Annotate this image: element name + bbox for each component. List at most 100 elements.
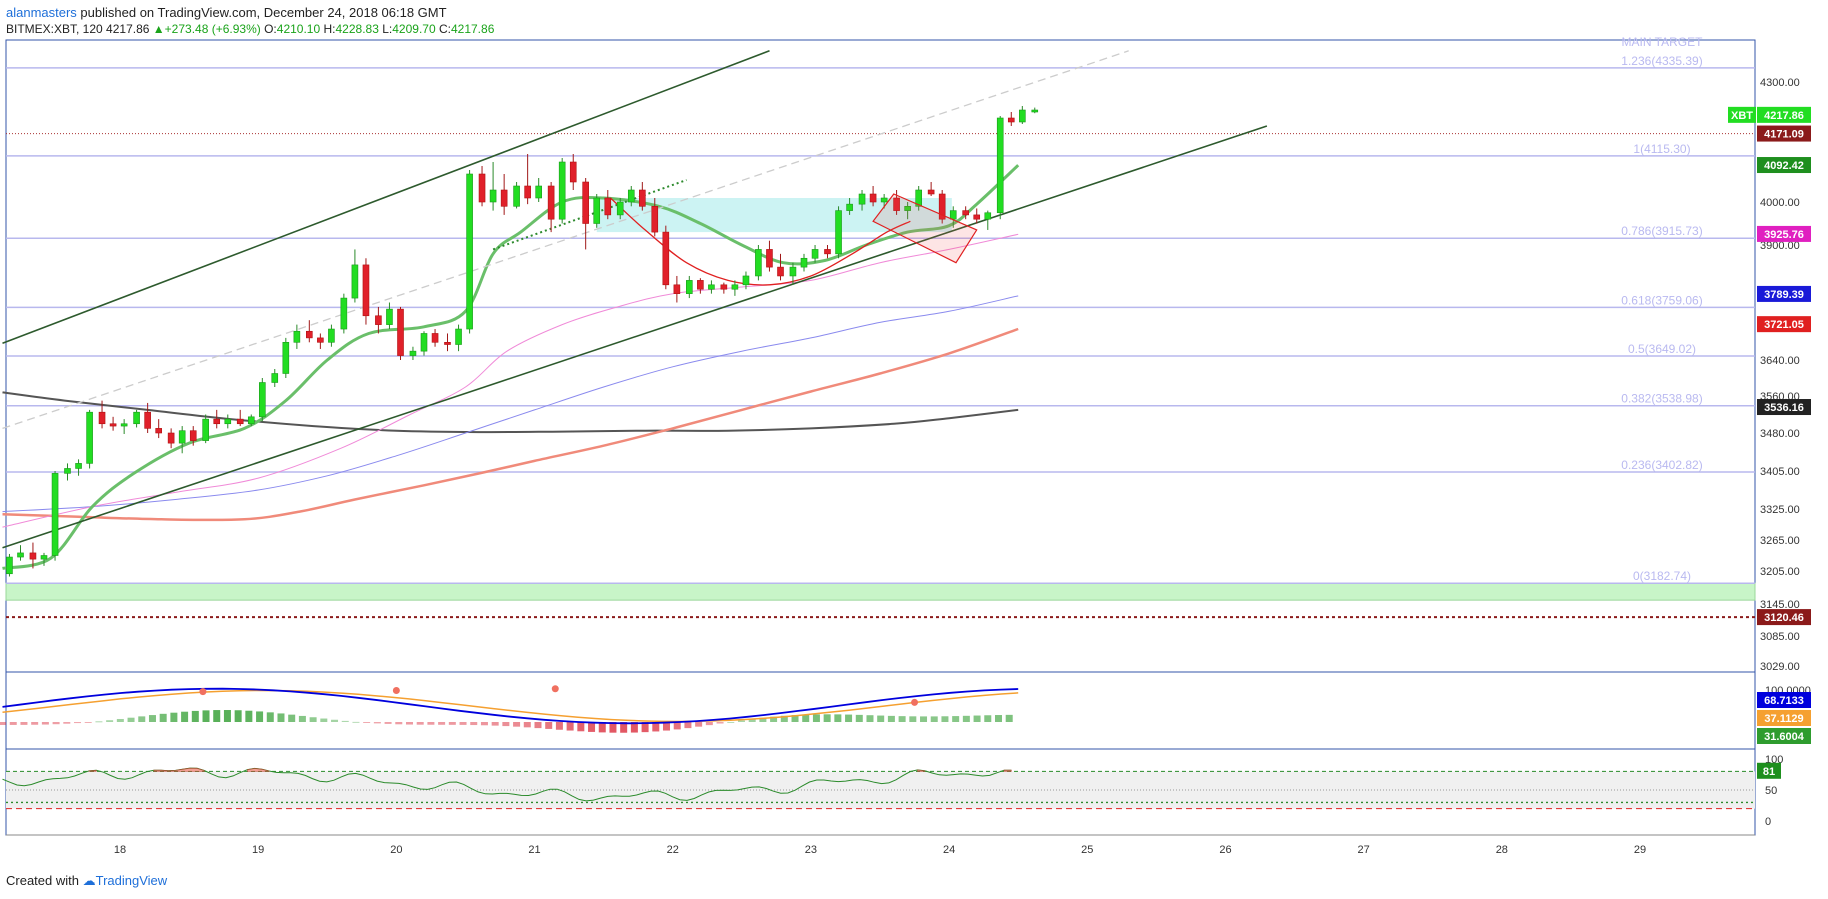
stoch-histogram-bar [523, 722, 531, 728]
candle-body [569, 161, 577, 183]
stoch-histogram-bar [941, 716, 949, 722]
candle-body [535, 185, 542, 199]
tradingview-logo-icon[interactable]: ☁ [82, 873, 96, 888]
fib-level-label: 0.382(3538.98) [1621, 392, 1702, 406]
ma-salmon-line [2, 327, 1019, 522]
candle [98, 400, 106, 429]
stoch-histogram-bar [994, 715, 1002, 722]
candle [259, 378, 266, 422]
main-target-label: MAIN TARGET [1622, 35, 1704, 49]
y-axis-tick-label: 3265.00 [1760, 535, 1800, 547]
x-axis-tick-label: 23 [805, 844, 817, 856]
tradingview-brand[interactable]: TradingView [95, 873, 168, 888]
candle [362, 258, 370, 325]
candle-body [17, 552, 24, 558]
candle [639, 182, 646, 211]
candle [17, 545, 24, 561]
candle-body [869, 193, 877, 203]
stoch-histogram-bar [148, 715, 156, 722]
rsi-overbought-fill [247, 767, 270, 772]
candle-body [500, 189, 508, 207]
stoch-histogram-bar [909, 716, 917, 722]
stoch-histogram-bar [256, 711, 264, 722]
candle-body [662, 231, 670, 286]
stoch-cross-marker [392, 687, 400, 695]
fib-level-label: 0.786(3915.73) [1621, 224, 1702, 238]
stoch-histogram-bar [202, 710, 210, 722]
rsi-axis-tick: 0 [1765, 816, 1771, 828]
candle [811, 245, 819, 263]
candle-body [513, 185, 520, 207]
candle-body [306, 330, 313, 339]
candle-body [224, 418, 232, 425]
y-axis-tick-label: 3325.00 [1760, 504, 1800, 516]
ma-pink-line [2, 233, 1019, 528]
stoch-histogram-bar [266, 712, 274, 722]
price-tag: 3789.39 [1757, 285, 1811, 302]
stoch-histogram-bar [223, 710, 231, 722]
stoch-histogram-bar [1005, 714, 1013, 722]
symbol-label: BITMEX:XBT, 120 [6, 22, 103, 36]
fib-level-label: 0(3182.74) [1633, 569, 1691, 583]
stoch-histogram-bar [331, 719, 339, 722]
candle-body [686, 280, 693, 294]
candle [340, 293, 348, 334]
candle-body [593, 197, 601, 224]
stoch-histogram-bar [791, 715, 799, 722]
stoch-histogram-bar [288, 714, 296, 722]
stoch-value-tag: 31.6004 [1764, 731, 1805, 743]
price-tag: 3536.16 [1757, 399, 1811, 416]
stoch-histogram-bar [673, 722, 681, 730]
stoch-histogram-bar [213, 710, 221, 722]
stoch-histogram-bar [684, 722, 692, 729]
candle-body [904, 206, 911, 211]
y-axis-tick-label: 3145.00 [1760, 599, 1800, 611]
stoch-histogram-bar [491, 722, 499, 726]
x-axis-tick-label: 24 [943, 844, 955, 856]
x-axis-tick-label: 28 [1496, 844, 1508, 856]
candle [904, 202, 911, 220]
fib-level-label: 0.618(3759.06) [1621, 293, 1702, 307]
candle-body [133, 411, 140, 425]
candle [627, 186, 635, 207]
support-zone [5, 582, 1756, 601]
candle [742, 271, 750, 290]
stoch-value-tag-bg [1757, 710, 1811, 726]
candle-body [708, 284, 715, 290]
candle-body [144, 411, 151, 429]
footer: Created with ☁TradingView [6, 873, 167, 889]
candle-body [766, 249, 773, 268]
stoch-histogram-bar [459, 722, 467, 725]
candle-body [155, 428, 162, 434]
price-tag: 4092.42 [1757, 157, 1811, 174]
close-label: C: [438, 22, 451, 36]
stoch-histogram-bar [770, 716, 778, 722]
stoch-pane-frame [5, 671, 1756, 750]
stoch-histogram-bar [405, 722, 413, 725]
stoch-histogram-bar [470, 722, 478, 726]
stoch-histogram-bar [663, 722, 671, 731]
candle [120, 419, 128, 435]
candle-body [489, 189, 497, 203]
candle-body [167, 432, 175, 444]
candle-body [40, 555, 48, 560]
candle [824, 245, 831, 259]
stoch-histogram-bar [545, 722, 553, 729]
candle-body [811, 249, 819, 259]
candle [155, 419, 162, 439]
candle [431, 329, 439, 347]
high-label: H: [323, 22, 336, 36]
author-link[interactable]: alanmasters [6, 5, 77, 20]
stoch-cross-marker [199, 688, 207, 696]
y-axis-tick-label: 3405.00 [1760, 466, 1800, 478]
candle [569, 154, 577, 190]
candle-body [293, 330, 301, 343]
rsi-value-tag: 81 [1763, 766, 1775, 778]
candle [133, 409, 140, 428]
candle-body [1007, 117, 1015, 123]
price-tag: XBT 4217.86 [1728, 106, 1811, 123]
price-tag: 3925.76 [1757, 225, 1811, 242]
published-text: published on TradingView.com, December 2… [76, 5, 447, 20]
stoch-histogram-bar [502, 722, 510, 727]
